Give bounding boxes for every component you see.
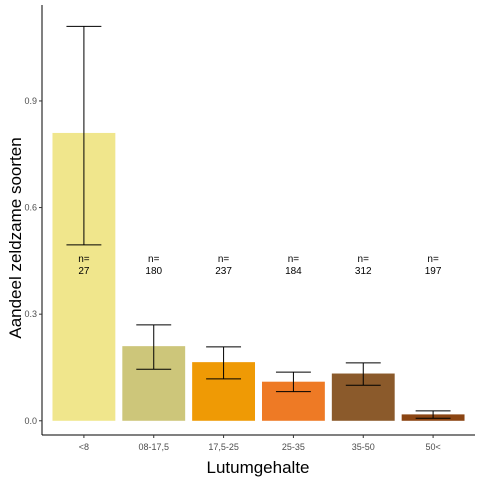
y-tick-label-0: 0.0 — [24, 416, 37, 426]
y-axis-title: Aandeel zeldzame soorten — [6, 137, 25, 338]
n-value-label-0: 27 — [78, 266, 90, 277]
error-bar-5 — [415, 410, 451, 419]
error-bar-3 — [275, 371, 311, 393]
x-tick-label-0: <8 — [79, 442, 89, 452]
n-prefix-label-5: n= — [427, 254, 439, 265]
x-tick-label-5: 50< — [425, 442, 440, 452]
x-tick-label-3: 25-35 — [282, 442, 305, 452]
y-ticks-group: 0.0 0.3 0.6 0.9 — [24, 96, 42, 426]
x-tick-label-2: 17,5-25 — [208, 442, 239, 452]
n-prefix-label-1: n= — [148, 254, 160, 265]
n-prefix-label-4: n= — [358, 254, 370, 265]
error-bars-group — [66, 25, 451, 419]
n-value-label-2: 237 — [215, 266, 232, 277]
n-prefix-label-2: n= — [218, 254, 230, 265]
n-prefix-label-0: n= — [78, 254, 90, 265]
error-bar-4 — [345, 362, 381, 386]
y-tick-label-1: 0.3 — [24, 309, 37, 319]
error-bar-2 — [206, 346, 242, 380]
error-bar-0 — [66, 25, 102, 246]
x-tick-label-1: 08-17,5 — [138, 442, 169, 452]
n-prefix-label-3: n= — [288, 254, 300, 265]
y-tick-label-3: 0.9 — [24, 96, 37, 106]
error-bar-1 — [136, 324, 172, 370]
n-value-label-5: 197 — [425, 266, 442, 277]
n-value-label-4: 312 — [355, 266, 372, 277]
bars-group — [52, 132, 465, 421]
n-value-label-1: 180 — [145, 266, 162, 277]
x-ticks-group: <8 08-17,5 17,5-25 25-35 35-50 50< — [79, 435, 441, 452]
x-axis-title: Lutumgehalte — [206, 458, 309, 477]
n-value-label-3: 184 — [285, 266, 302, 277]
y-tick-label-2: 0.6 — [24, 203, 37, 213]
x-tick-label-4: 35-50 — [352, 442, 375, 452]
